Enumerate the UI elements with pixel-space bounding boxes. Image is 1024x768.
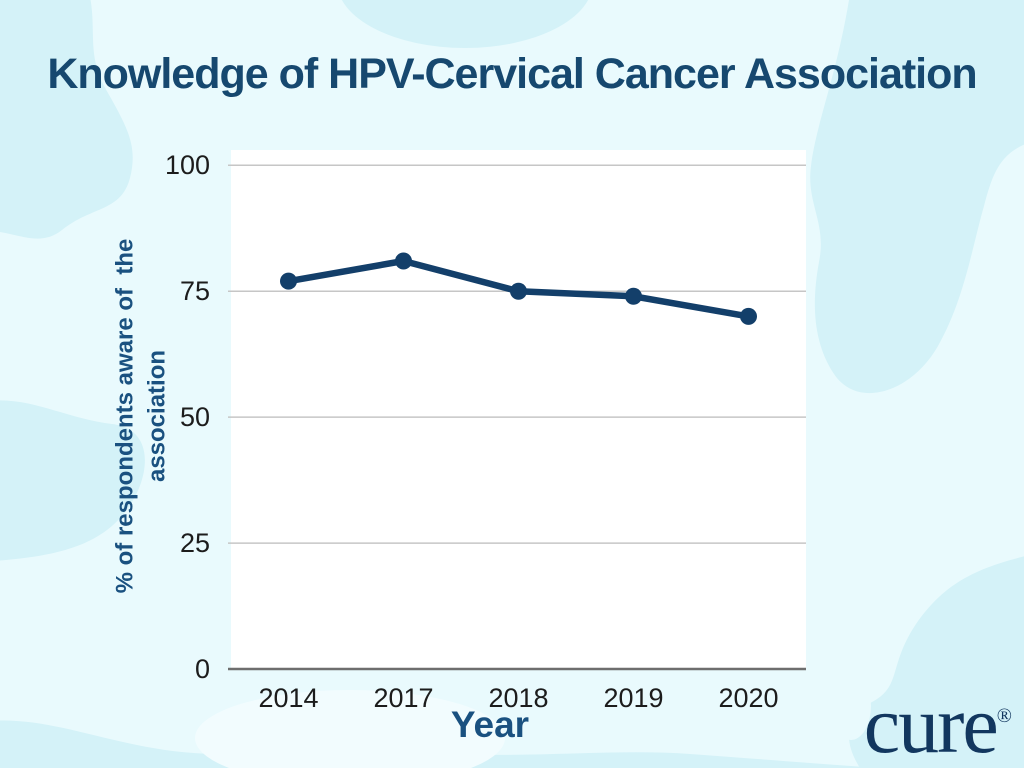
x-axis-tick-label: 2014 — [258, 683, 319, 713]
plot-area — [231, 150, 806, 669]
blob-shape-top-right — [810, 0, 1024, 394]
registered-trademark-icon: ® — [996, 705, 1012, 727]
y-axis-tick-label: 25 — [179, 528, 210, 559]
x-axis-tick-label: 2019 — [603, 683, 664, 713]
chart-title: Knowledge of HPV-Cervical Cancer Associa… — [47, 50, 977, 98]
blob-shape-top-center — [341, 0, 589, 48]
cure-logo-text: cure — [863, 679, 999, 768]
x-axis-tick-label: 2017 — [373, 683, 434, 713]
blob-notch — [831, 672, 871, 740]
y-axis-tick-label: 50 — [179, 402, 210, 433]
blob-shape-bottom-right — [848, 556, 1024, 768]
blob-shape-top-left — [0, 0, 133, 239]
y-axis-title: % of respondents aware of the associatio… — [111, 238, 170, 594]
y-axis-tick-label: 100 — [164, 150, 210, 181]
blob-shape-mid-left — [0, 400, 145, 561]
x-axis-title: Year — [450, 704, 530, 745]
blob-light-accent — [195, 690, 505, 768]
y-axis-tick-label: 75 — [179, 276, 210, 307]
y-axis-tick-label: 0 — [194, 654, 210, 684]
x-axis-tick-label: 2020 — [718, 683, 779, 713]
x-axis-tick-label: 2018 — [488, 683, 549, 713]
cure-logo: cure® — [864, 684, 1012, 766]
